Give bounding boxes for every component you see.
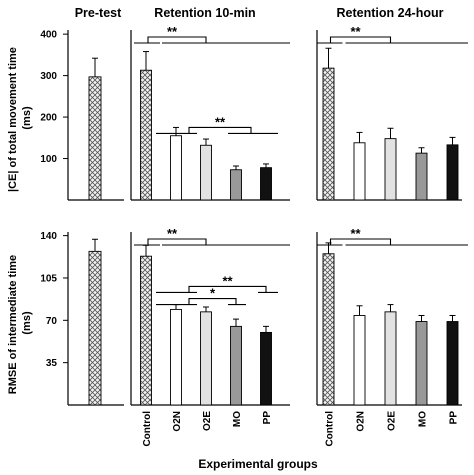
significance-bracket xyxy=(188,285,267,293)
y-tick-label: 105 xyxy=(40,273,57,284)
plot-layer: 100 200 300 400 ** ** ** 35 70 105 140 Control O2N O2… xyxy=(40,24,468,447)
bar-pp xyxy=(446,321,459,406)
bottom-y-axis-label-line-2: (ms) xyxy=(21,311,33,335)
x-tick-label-control: Control xyxy=(325,411,336,447)
bottom-y-axis-label-line-1: RMSE of intermediate time xyxy=(7,255,19,394)
bar-pp xyxy=(260,331,272,406)
bar-o2n xyxy=(353,315,366,406)
significance-bracket xyxy=(329,238,392,245)
x-tick-label-control: Control xyxy=(142,411,153,447)
y-tick-label: 70 xyxy=(46,316,58,327)
bar-pp xyxy=(446,144,459,201)
bar-o2e xyxy=(384,138,397,201)
bar-mo xyxy=(230,325,242,406)
x-tick-label-mo: MO xyxy=(418,411,429,427)
y-tick-label: 400 xyxy=(40,30,57,41)
significance-label: ** xyxy=(222,273,233,288)
x-tick-label-o2e: O2E xyxy=(387,411,398,431)
significance-label: ** xyxy=(167,24,178,39)
panel-title-retention-10min: Retention 10-min xyxy=(154,6,255,20)
y-tick-label: 300 xyxy=(40,71,57,82)
bar-control xyxy=(88,250,102,406)
bar-control xyxy=(88,76,102,201)
bar-o2e xyxy=(200,144,212,201)
significance-bracket xyxy=(147,238,207,245)
significance-bracket xyxy=(188,297,237,305)
significance-label: * xyxy=(210,286,216,301)
panel-title-retention-24h: Retention 24-hour xyxy=(337,6,444,20)
bar-pp xyxy=(260,167,272,201)
x-tick-label-pp: PP xyxy=(449,411,460,425)
x-tick-label-o2n: O2N xyxy=(356,411,367,432)
bar-control xyxy=(140,69,152,201)
significance-bracket xyxy=(147,36,207,43)
bar-o2n xyxy=(170,135,182,201)
bar-control xyxy=(140,255,152,406)
bar-mo xyxy=(415,321,428,406)
y-tick-label: 35 xyxy=(46,358,58,369)
bar-mo xyxy=(230,169,242,201)
top-y-axis-label-line-1: |CE| of total movement time xyxy=(7,47,19,192)
significance-label: ** xyxy=(350,226,361,241)
y-tick-label: 100 xyxy=(40,154,57,165)
bar-control xyxy=(322,253,335,406)
bar-o2n xyxy=(170,308,182,406)
x-tick-label-mo: MO xyxy=(232,411,243,427)
top-y-axis-label-line-2: (ms) xyxy=(21,106,33,130)
significance-label: ** xyxy=(167,226,178,241)
panel-title-pretest: Pre-test xyxy=(75,6,122,20)
x-tick-label-pp: PP xyxy=(262,411,273,425)
significance-label: ** xyxy=(350,24,361,39)
x-axis-label: Experimental groups xyxy=(198,457,318,471)
bottom-y-axis-label: RMSE of intermediate time (ms) xyxy=(7,252,33,394)
y-tick-label: 140 xyxy=(40,231,57,242)
significance-label: ** xyxy=(215,114,226,129)
significance-bracket xyxy=(329,36,392,43)
bar-o2n xyxy=(353,142,366,201)
significance-bracket xyxy=(188,126,252,134)
x-tick-label-o2n: O2N xyxy=(172,411,183,432)
bar-mo xyxy=(415,152,428,201)
bar-control xyxy=(322,67,335,201)
top-y-axis-label: |CE| of total movement time (ms) xyxy=(7,44,33,192)
x-tick-label-o2e: O2E xyxy=(202,411,213,431)
bar-o2e xyxy=(200,311,212,406)
y-tick-label: 200 xyxy=(40,113,57,124)
bar-o2e xyxy=(384,311,397,406)
